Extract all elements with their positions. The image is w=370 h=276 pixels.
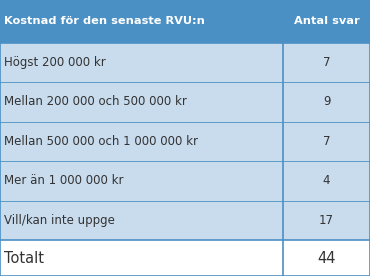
FancyBboxPatch shape (283, 82, 370, 122)
FancyBboxPatch shape (283, 0, 370, 43)
Text: Kostnad för den senaste RVU:n: Kostnad för den senaste RVU:n (4, 16, 205, 26)
Text: Antal svar: Antal svar (294, 16, 359, 26)
FancyBboxPatch shape (283, 122, 370, 161)
FancyBboxPatch shape (0, 122, 283, 161)
Text: Mellan 500 000 och 1 000 000 kr: Mellan 500 000 och 1 000 000 kr (4, 135, 198, 148)
Text: 17: 17 (319, 214, 334, 227)
Text: 44: 44 (317, 251, 336, 266)
FancyBboxPatch shape (283, 43, 370, 82)
FancyBboxPatch shape (0, 43, 283, 82)
FancyBboxPatch shape (0, 201, 283, 240)
Text: Vill/kan inte uppge: Vill/kan inte uppge (4, 214, 115, 227)
FancyBboxPatch shape (0, 240, 283, 276)
FancyBboxPatch shape (0, 161, 283, 201)
Text: 7: 7 (323, 135, 330, 148)
Text: Mellan 200 000 och 500 000 kr: Mellan 200 000 och 500 000 kr (4, 95, 187, 108)
FancyBboxPatch shape (283, 161, 370, 201)
FancyBboxPatch shape (283, 201, 370, 240)
Text: Mer än 1 000 000 kr: Mer än 1 000 000 kr (4, 174, 124, 187)
FancyBboxPatch shape (0, 0, 283, 43)
Text: 4: 4 (323, 174, 330, 187)
Text: Högst 200 000 kr: Högst 200 000 kr (4, 56, 106, 69)
Text: 7: 7 (323, 56, 330, 69)
Text: Totalt: Totalt (4, 251, 44, 266)
FancyBboxPatch shape (0, 82, 283, 122)
FancyBboxPatch shape (283, 240, 370, 276)
Text: 9: 9 (323, 95, 330, 108)
